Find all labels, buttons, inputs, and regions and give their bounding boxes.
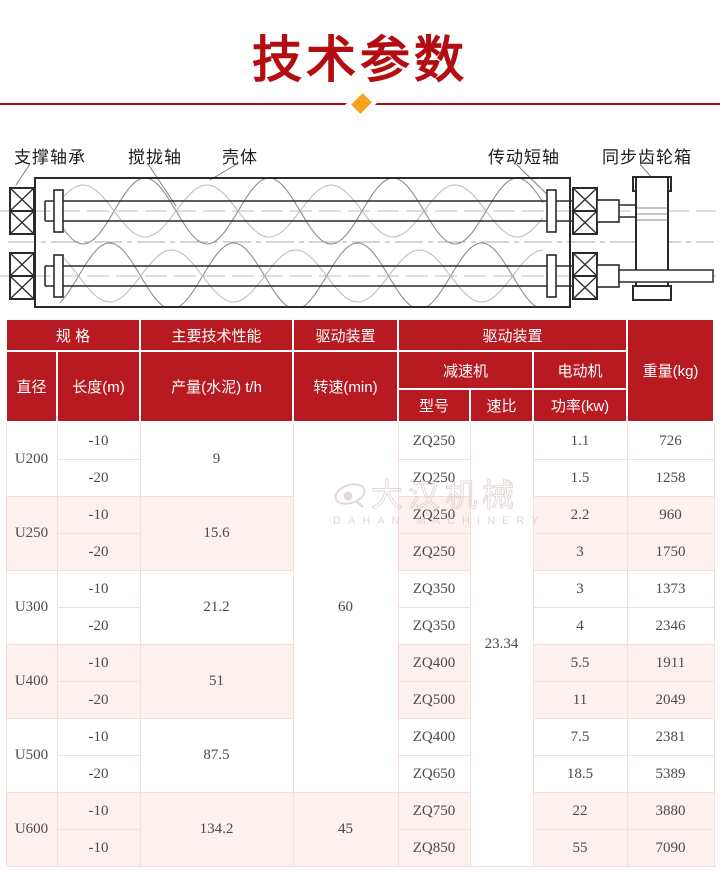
cell-diameter: U500 [5, 718, 58, 793]
header-output: 产量(水泥) t/h [139, 350, 295, 423]
cell-diameter: U400 [5, 644, 58, 719]
cell-length: -10 [56, 644, 141, 682]
cell-reducer-model: ZQ850 [397, 829, 471, 867]
cell-weight: 1373 [626, 570, 715, 608]
cell-reducer-model: ZQ250 [397, 421, 471, 460]
cell-motor-power: 55 [532, 829, 628, 867]
cell-speed-ratio: 23.34 [469, 421, 534, 867]
cell-motor-power: 18.5 [532, 755, 628, 793]
cell-length: -10 [56, 718, 141, 756]
table-row: -20 ZQ250 1.5 1258 [6, 459, 715, 497]
cell-length: -20 [56, 681, 141, 719]
header-performance-group: 主要技术性能 [139, 318, 295, 352]
table-row: U300 -10 21.2 ZQ350 3 1373 [5, 570, 715, 645]
cell-motor-power: 5.5 [532, 644, 628, 682]
cell-motor-power: 1.5 [532, 459, 628, 497]
cell-weight: 726 [626, 421, 715, 460]
cell-length: -10 [56, 496, 141, 534]
cell-length: -20 [56, 459, 141, 497]
cell-weight: 5389 [626, 755, 715, 793]
header-reducer-model: 型号 [397, 388, 472, 423]
cell-output: 15.6 [139, 496, 294, 571]
header-diameter: 直径 [5, 350, 58, 423]
cell-reducer-model: ZQ350 [397, 570, 471, 608]
cell-weight: 2346 [626, 607, 715, 645]
table-row: -20 ZQ250 3 1750 [6, 533, 715, 571]
cell-reducer-model: ZQ500 [397, 681, 471, 719]
table-row: -10 ZQ850 55 7090 [6, 829, 715, 867]
header-speed-ratio: 速比 [469, 388, 535, 423]
header-drive-group-2: 驱动装置 [397, 318, 629, 352]
cell-output: 51 [139, 644, 294, 719]
cell-output: 87.5 [139, 718, 294, 793]
cell-output: 21.2 [139, 570, 294, 645]
cell-motor-power: 22 [532, 792, 628, 830]
cell-length: -10 [56, 792, 141, 830]
header-spec-group: 规 格 [4, 318, 142, 352]
cell-weight: 2049 [626, 681, 715, 719]
header-speed: 转速(min) [292, 350, 400, 423]
cell-output: 134.2 [139, 792, 294, 867]
cell-diameter: U200 [5, 421, 58, 497]
cell-motor-power: 3 [532, 533, 628, 571]
cell-reducer-model: ZQ650 [397, 755, 471, 793]
table-row: U600 -10 134.2 45 ZQ750 22 3880 [5, 792, 715, 867]
cell-length: -20 [56, 607, 141, 645]
cell-reducer-model: ZQ750 [397, 792, 471, 830]
table-row: U250 -10 15.6 ZQ250 2.2 960 [5, 496, 715, 571]
cell-diameter: U300 [5, 570, 58, 645]
table-row: -20 ZQ500 11 2049 [6, 681, 715, 719]
cell-weight: 3880 [626, 792, 715, 830]
cell-diameter: U600 [5, 792, 58, 867]
cell-motor-power: 3 [532, 570, 628, 608]
table-row: U500 -10 87.5 ZQ400 7.5 2381 [5, 718, 715, 793]
cell-reducer-model: ZQ400 [397, 644, 471, 682]
cell-length: -10 [56, 421, 141, 460]
table-row: -20 ZQ350 4 2346 [6, 607, 715, 645]
machine-diagram: 支撑轴承 搅拢轴 壳体 传动短轴 同步齿轮箱 [0, 130, 720, 318]
label-drive-short-shaft: 传动短轴 [488, 148, 560, 167]
header-reducer: 减速机 [397, 350, 535, 390]
spec-table: 规 格 主要技术性能 驱动装置 驱动装置 重量(kg) 直径 长度(m) 产量(… [4, 318, 716, 867]
table-row: -20 ZQ650 18.5 5389 [6, 755, 715, 793]
label-agitating-shaft: 搅拢轴 [128, 148, 182, 167]
cell-reducer-model: ZQ350 [397, 607, 471, 645]
label-shell: 壳体 [222, 148, 258, 167]
cell-weight: 1750 [626, 533, 715, 571]
cell-weight: 1911 [626, 644, 715, 682]
cell-diameter: U250 [5, 496, 58, 571]
label-support-bearing: 支撑轴承 [14, 148, 86, 167]
cell-weight: 960 [626, 496, 715, 534]
table-row: U200 -10 9 60 ZQ250 23.34 1.1 726 [5, 421, 715, 867]
table-row: U400 -10 51 ZQ400 5.5 1911 [5, 644, 715, 719]
cell-length: -10 [56, 570, 141, 608]
cell-length: -10 [56, 829, 141, 867]
cell-weight: 2381 [626, 718, 715, 756]
cell-motor-power: 7.5 [532, 718, 628, 756]
cell-reducer-model: ZQ250 [397, 496, 471, 534]
screw-conveyor-drawing [0, 163, 716, 308]
cell-motor-power: 11 [532, 681, 628, 719]
label-sync-gearbox: 同步齿轮箱 [602, 148, 692, 167]
cell-reducer-model: ZQ400 [397, 718, 471, 756]
cell-output: 9 [139, 421, 294, 497]
cell-reducer-model: ZQ250 [397, 459, 471, 497]
cell-speed: 45 [292, 792, 399, 867]
header-motor-power: 功率(kw) [532, 388, 629, 423]
cell-motor-power: 1.1 [532, 421, 628, 460]
header-drive-group-1: 驱动装置 [292, 318, 400, 352]
cell-speed: 60 [292, 421, 399, 793]
cell-weight: 1258 [626, 459, 715, 497]
cell-motor-power: 4 [532, 607, 628, 645]
header-motor: 电动机 [532, 350, 629, 390]
cell-length: -20 [56, 533, 141, 571]
cell-reducer-model: ZQ250 [397, 533, 471, 571]
cell-length: -20 [56, 755, 141, 793]
header-length: 长度(m) [55, 350, 142, 423]
cell-motor-power: 2.2 [532, 496, 628, 534]
cell-weight: 7090 [626, 829, 715, 867]
header-weight: 重量(kg) [626, 318, 716, 423]
page-title: 技术参数 [252, 32, 468, 88]
